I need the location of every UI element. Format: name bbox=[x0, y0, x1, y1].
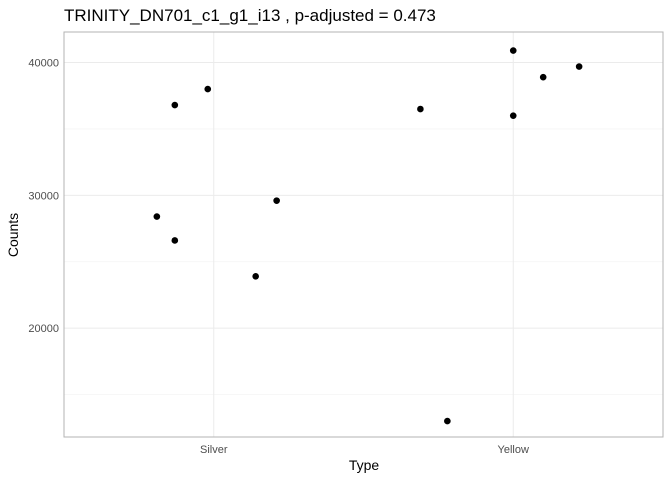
y-axis-title: Counts bbox=[5, 213, 21, 257]
x-tick-label: Silver bbox=[200, 444, 228, 456]
data-point bbox=[417, 105, 424, 113]
data-point bbox=[539, 73, 547, 81]
data-point bbox=[153, 213, 161, 220]
data-point bbox=[509, 112, 517, 119]
data-point bbox=[575, 63, 583, 70]
x-axis-title: Type bbox=[349, 457, 380, 473]
data-point bbox=[204, 85, 212, 93]
grid-lines bbox=[64, 32, 663, 437]
y-tick-label: 40000 bbox=[28, 58, 59, 70]
y-axis-ticks: 20000 30000 40000 bbox=[28, 58, 59, 336]
data-point bbox=[509, 47, 517, 54]
x-axis-ticks: Silver Yellow bbox=[200, 444, 529, 456]
x-tick-label: Yellow bbox=[498, 444, 529, 456]
data-point bbox=[444, 417, 451, 425]
data-point bbox=[171, 237, 179, 244]
y-tick-label: 30000 bbox=[28, 190, 59, 202]
y-tick-label: 20000 bbox=[28, 323, 59, 335]
data-point bbox=[252, 273, 259, 280]
panel-border bbox=[63, 31, 664, 438]
data-points bbox=[153, 47, 583, 425]
data-point bbox=[273, 197, 280, 204]
data-point bbox=[171, 101, 179, 109]
chart-title: TRINITY_DN701_c1_g1_i13 , p-adjusted = 0… bbox=[64, 6, 436, 25]
